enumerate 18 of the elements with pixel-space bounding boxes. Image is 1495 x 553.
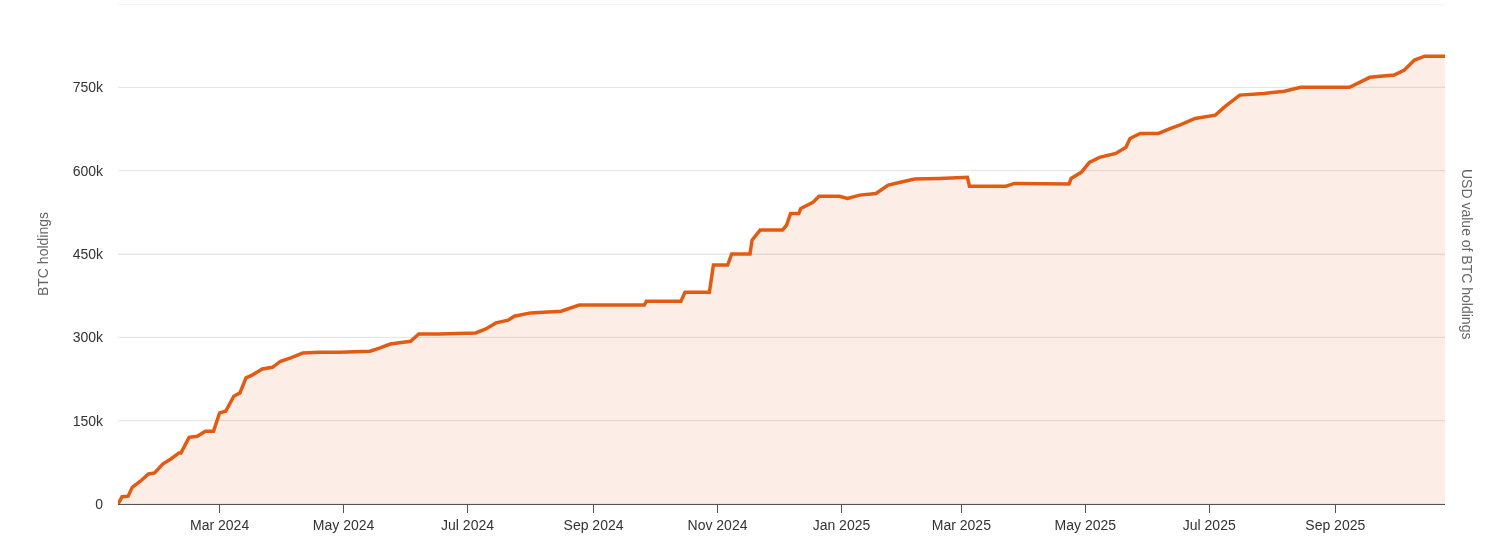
y-tick-label: 0: [95, 495, 104, 512]
x-tick-label: May 2025: [1054, 516, 1117, 533]
x-tick-label: Jul 2024: [441, 516, 495, 533]
y2-axis-title: USD value of BTC holdings: [1459, 169, 1475, 340]
y-axis-title: BTC holdings: [35, 211, 52, 297]
x-tick-label: Mar 2025: [931, 516, 992, 533]
y-tick-label: 300k: [72, 329, 104, 346]
x-tick-label: Mar 2024: [190, 516, 250, 533]
y-tick-label: 600k: [72, 162, 104, 179]
x-tick-label: May 2024: [312, 516, 375, 533]
y-tick-label: 450k: [72, 245, 104, 262]
x-tick-label: Sep 2025: [1305, 516, 1366, 533]
x-tick-label: Sep 2024: [563, 516, 624, 533]
y-tick-label: 750k: [72, 79, 104, 96]
y-tick-label: 150k: [72, 412, 104, 429]
x-tick-label: Nov 2024: [687, 516, 748, 533]
x-tick-label: Jul 2025: [1182, 516, 1236, 533]
x-tick-label: Jan 2025: [812, 516, 871, 533]
